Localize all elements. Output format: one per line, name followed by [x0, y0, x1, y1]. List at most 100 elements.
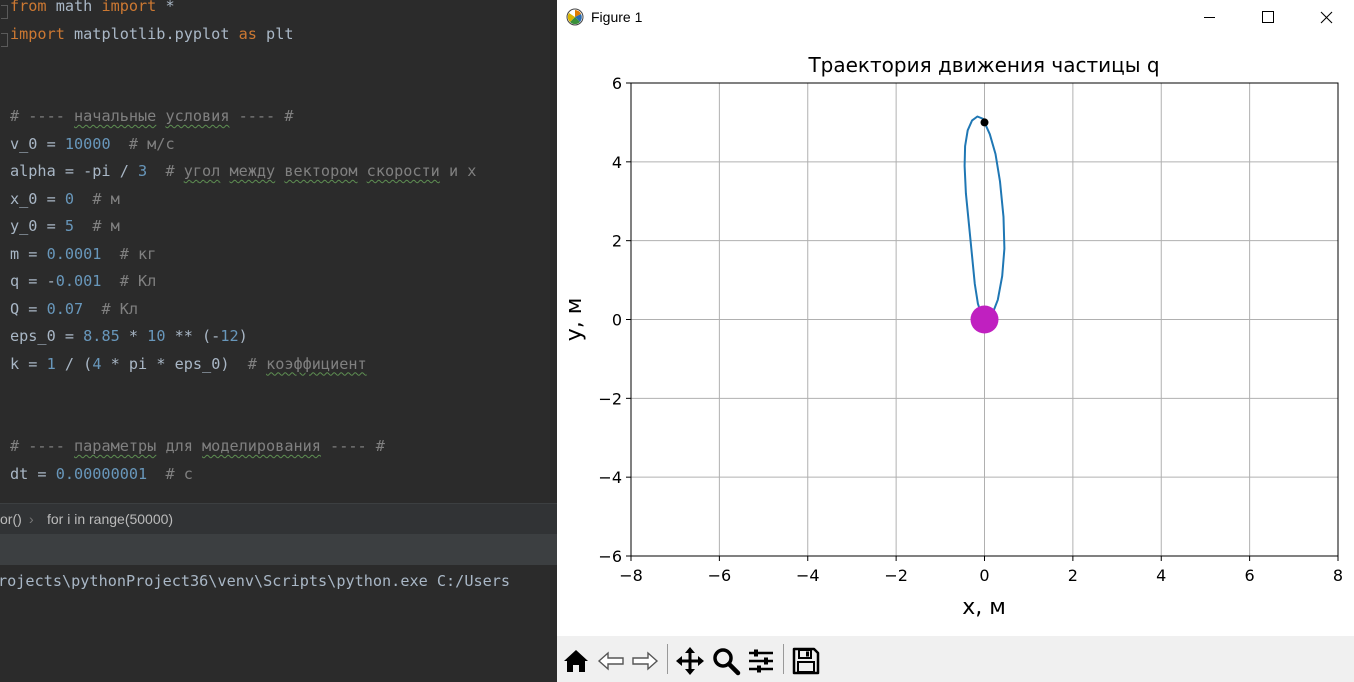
code-token: вектором [284, 162, 358, 180]
code-line[interactable]: from math import * [10, 0, 175, 16]
code-token: # Кл [101, 272, 157, 290]
maximize-button[interactable] [1238, 0, 1296, 35]
chart-title: Траектория движения частицы q [807, 53, 1159, 77]
run-console[interactable]: rojects\pythonProject36\venv\Scripts\pyt… [0, 565, 557, 682]
code-token: и x [439, 162, 477, 180]
code-token: 3 [138, 162, 148, 180]
code-token: 8.85 [83, 327, 120, 345]
code-token: 0.07 [46, 299, 84, 318]
code-token: q = - [10, 272, 56, 290]
code-token: ---- # [320, 437, 385, 455]
save-icon[interactable] [791, 646, 821, 676]
code-token: ** (- [165, 327, 221, 345]
forward-icon[interactable] [629, 646, 659, 676]
x-tick-label: −6 [708, 566, 732, 585]
x-tick-label: −8 [619, 566, 643, 585]
code-token: alpha = -pi / [10, 162, 139, 180]
code-token: 12 [220, 327, 239, 345]
window-titlebar[interactable]: Figure 1 [557, 0, 1354, 35]
code-token [358, 162, 367, 180]
y-tick-label: 6 [612, 74, 622, 93]
y-tick-label: 2 [612, 232, 622, 251]
code-token: y_0 = [10, 217, 65, 235]
code-token: 0 [64, 189, 75, 208]
code-token: Q = [10, 299, 47, 318]
fold-marker-icon[interactable] [1, 33, 8, 47]
toolbar-separator [667, 644, 668, 674]
code-token: # Кл [83, 299, 139, 318]
code-line[interactable]: import matplotlib.pyplot as plt [10, 24, 293, 44]
minimize-button[interactable] [1180, 0, 1238, 35]
code-line[interactable]: dt = 0.00000001 # с [10, 464, 193, 484]
code-token: # ---- [10, 437, 75, 455]
y-tick-label: −6 [598, 547, 622, 566]
window-title: Figure 1 [591, 9, 643, 25]
code-line[interactable]: m = 0.0001 # кг [10, 244, 156, 264]
navigation-toolbar [557, 636, 1354, 682]
y-tick-label: −4 [598, 468, 622, 487]
code-token: matplotlib.pyplot [64, 24, 239, 43]
code-token: * [156, 0, 175, 15]
zoom-icon[interactable] [711, 646, 741, 676]
code-line[interactable]: y_0 = 5 # м [10, 216, 120, 236]
code-editor[interactable]: from math import * import matplotlib.pypl… [0, 0, 557, 503]
y-tick-label: −2 [598, 389, 622, 408]
code-token: dt = [10, 464, 56, 483]
plot-canvas[interactable]: Траектория движения частицы q −8 −6 −4 −2 0 2… [557, 35, 1354, 636]
fold-marker-icon[interactable] [1, 5, 8, 19]
code-token: моделирования [202, 437, 321, 455]
code-token: # ---- [10, 107, 75, 125]
code-line[interactable]: k = 1 / (4 * pi * eps_0) # коэффициент [10, 354, 367, 374]
code-token: условия [165, 107, 230, 125]
x-tick-label: 4 [1156, 566, 1166, 585]
code-token: / ( [55, 354, 93, 373]
console-output-line: rojects\pythonProject36\venv\Scripts\pyt… [0, 572, 511, 590]
code-line[interactable]: alpha = -pi / 3 # угол между вектором ск… [10, 161, 476, 181]
code-token: k = [10, 354, 47, 373]
code-token: ---- # [229, 107, 294, 125]
code-token: plt [256, 24, 294, 43]
code-token: 0.001 [55, 272, 102, 290]
code-line[interactable]: x_0 = 0 # м [10, 189, 120, 209]
code-token: m = [10, 244, 47, 263]
x-tick-label: −4 [796, 566, 820, 585]
code-token: # [147, 162, 184, 180]
close-button[interactable] [1296, 0, 1354, 35]
code-token: import [10, 24, 65, 43]
home-icon[interactable] [561, 646, 591, 676]
breadcrumb-current[interactable]: for i in range(50000) [47, 511, 174, 527]
y-tick-label: 0 [612, 311, 622, 330]
code-token: 5 [64, 217, 75, 235]
code-token [275, 162, 284, 180]
code-line[interactable]: q = -0.001 # Кл [10, 271, 156, 291]
code-token: * [119, 327, 148, 345]
code-line[interactable]: Q = 0.07 # Кл [10, 299, 138, 319]
x-tick-label: 6 [1245, 566, 1255, 585]
trajectory-line [963, 115, 1006, 321]
code-token: 1 [46, 354, 56, 373]
code-token: from [10, 0, 47, 15]
configure-subplots-icon[interactable] [746, 646, 776, 676]
code-token: 4 [92, 354, 102, 373]
code-line[interactable]: v_0 = 10000 # м/с [10, 134, 175, 154]
code-token: * pi * eps_0) [101, 354, 230, 373]
breadcrumb-separator: › [29, 511, 34, 527]
code-token: угол [183, 162, 221, 180]
code-token: параметры [74, 437, 157, 455]
code-token: as [238, 24, 257, 43]
code-token: x_0 = [10, 189, 65, 208]
code-token: 0.0001 [46, 244, 102, 263]
code-line[interactable]: # ---- параметры для моделирования ---- … [10, 436, 385, 456]
pan-icon[interactable] [675, 646, 705, 676]
code-token: коэффициент [266, 354, 367, 373]
code-line[interactable]: # ---- начальные условия ---- # [10, 106, 294, 126]
breadcrumb-parent[interactable]: or() [0, 511, 22, 527]
marker-particle-q [980, 118, 989, 127]
code-token: 0.00000001 [55, 464, 148, 483]
code-line[interactable]: eps_0 = 8.85 * 10 ** (-12) [10, 326, 248, 346]
back-icon[interactable] [597, 646, 627, 676]
x-axis-label: x, м [962, 595, 1006, 620]
plot-area [963, 115, 1006, 334]
run-console-header [0, 534, 557, 565]
